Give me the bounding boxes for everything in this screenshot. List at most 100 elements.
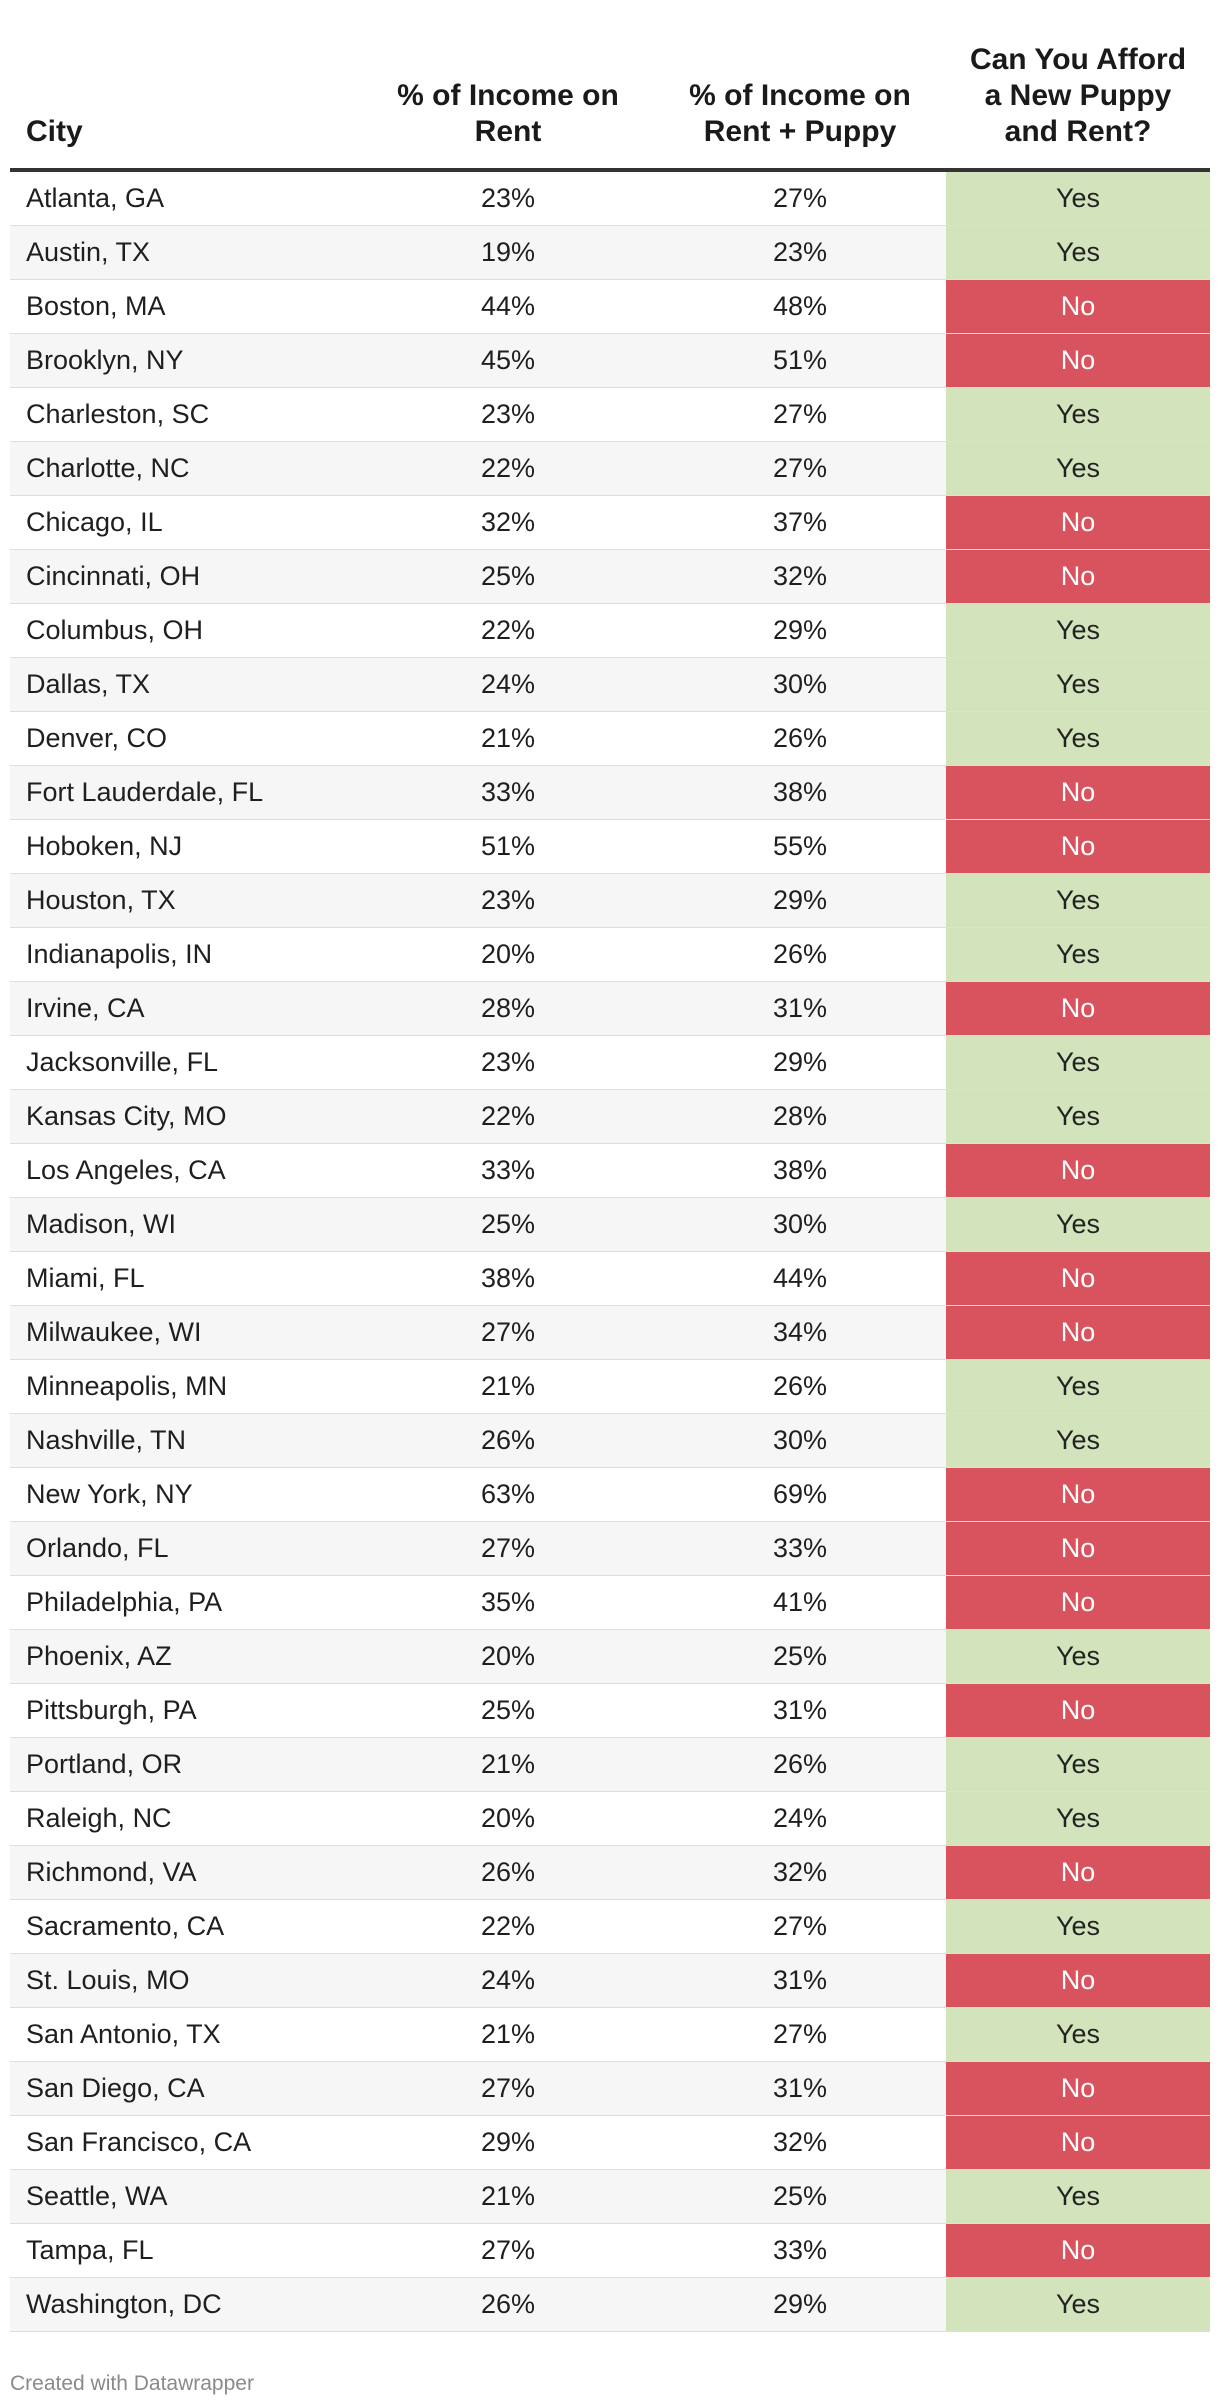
table-row: Minneapolis, MN 21% 26% Yes	[10, 1360, 1210, 1414]
city-cell: Seattle, WA	[26, 2181, 168, 2211]
rent-puppy-percent-cell: 26%	[772, 939, 828, 969]
rent-percent-cell: 26%	[480, 2289, 536, 2319]
header-rent-percent[interactable]: % of Income on Rent	[397, 79, 619, 148]
afford-cell: No	[946, 1252, 1210, 1305]
table-row: Jacksonville, FL 23% 29% Yes	[10, 1036, 1210, 1090]
afford-cell: No	[946, 766, 1210, 819]
rent-percent-cell: 51%	[480, 831, 536, 861]
rent-puppy-percent-cell: 30%	[772, 1209, 828, 1239]
afford-cell: Yes	[946, 1090, 1210, 1143]
table-row: San Francisco, CA 29% 32% No	[10, 2116, 1210, 2170]
table-body: Atlanta, GA 23% 27% Yes Austin, TX 19% 23% Yes B…	[10, 172, 1210, 2332]
afford-cell: Yes	[946, 1792, 1210, 1845]
table-row: Fort Lauderdale, FL 33% 38% No	[10, 766, 1210, 820]
table-row: Tampa, FL 27% 33% No	[10, 2224, 1210, 2278]
city-cell: Charleston, SC	[26, 399, 210, 429]
rent-percent-cell: 63%	[480, 1479, 536, 1509]
table-row: Washington, DC 26% 29% Yes	[10, 2278, 1210, 2332]
table-row: Atlanta, GA 23% 27% Yes	[10, 172, 1210, 226]
rent-percent-cell: 21%	[480, 1749, 536, 1779]
rent-percent-cell: 27%	[480, 1533, 536, 1563]
city-cell: Brooklyn, NY	[26, 345, 184, 375]
city-cell: Washington, DC	[26, 2289, 222, 2319]
city-cell: Philadelphia, PA	[26, 1587, 223, 1617]
rent-puppy-percent-cell: 34%	[772, 1317, 828, 1347]
afford-cell: No	[946, 1144, 1210, 1197]
rent-puppy-percent-cell: 31%	[772, 1695, 828, 1725]
city-cell: Richmond, VA	[26, 1857, 197, 1887]
table-row: Seattle, WA 21% 25% Yes	[10, 2170, 1210, 2224]
rent-percent-cell: 26%	[480, 1425, 536, 1455]
header-afford[interactable]: Can You Afford a New Puppy and Rent?	[969, 43, 1187, 148]
table-row: Phoenix, AZ 20% 25% Yes	[10, 1630, 1210, 1684]
afford-cell: No	[946, 2224, 1210, 2277]
table-row: New York, NY 63% 69% No	[10, 1468, 1210, 1522]
afford-cell: Yes	[946, 712, 1210, 765]
rent-puppy-percent-cell: 37%	[772, 507, 828, 537]
city-cell: Sacramento, CA	[26, 1911, 225, 1941]
rent-percent-cell: 21%	[480, 2019, 536, 2049]
rent-percent-cell: 27%	[480, 1317, 536, 1347]
table-row: Nashville, TN 26% 30% Yes	[10, 1414, 1210, 1468]
table-row: Brooklyn, NY 45% 51% No	[10, 334, 1210, 388]
header-city[interactable]: City	[26, 115, 83, 148]
city-cell: Columbus, OH	[26, 615, 204, 645]
afford-cell: Yes	[946, 388, 1210, 441]
rent-puppy-percent-cell: 28%	[772, 1101, 828, 1131]
rent-percent-cell: 23%	[480, 399, 536, 429]
city-cell: San Francisco, CA	[26, 2127, 252, 2157]
table-row: Austin, TX 19% 23% Yes	[10, 226, 1210, 280]
rent-percent-cell: 21%	[480, 2181, 536, 2211]
city-cell: Denver, CO	[26, 723, 168, 753]
table-row: Irvine, CA 28% 31% No	[10, 982, 1210, 1036]
city-cell: Orlando, FL	[26, 1533, 169, 1563]
rent-puppy-percent-cell: 27%	[772, 399, 828, 429]
header-rent-puppy-percent[interactable]: % of Income on Rent + Puppy	[689, 79, 911, 148]
city-cell: San Antonio, TX	[26, 2019, 221, 2049]
afford-cell: Yes	[946, 1738, 1210, 1791]
city-cell: Pittsburgh, PA	[26, 1695, 197, 1725]
rent-puppy-percent-cell: 38%	[772, 777, 828, 807]
afford-cell: No	[946, 1954, 1210, 2007]
city-cell: Los Angeles, CA	[26, 1155, 226, 1185]
rent-puppy-percent-cell: 51%	[772, 345, 828, 375]
table-row: Orlando, FL 27% 33% No	[10, 1522, 1210, 1576]
rent-puppy-percent-cell: 31%	[772, 2073, 828, 2103]
city-cell: Tampa, FL	[26, 2235, 154, 2265]
table-row: Portland, OR 21% 26% Yes	[10, 1738, 1210, 1792]
rent-percent-cell: 25%	[480, 1695, 536, 1725]
rent-puppy-percent-cell: 32%	[772, 561, 828, 591]
rent-puppy-percent-cell: 48%	[772, 291, 828, 321]
afford-cell: Yes	[946, 874, 1210, 927]
city-cell: Minneapolis, MN	[26, 1371, 228, 1401]
table-row: Madison, WI 25% 30% Yes	[10, 1198, 1210, 1252]
city-cell: Irvine, CA	[26, 993, 145, 1023]
rent-percent-cell: 32%	[480, 507, 536, 537]
afford-cell: No	[946, 1576, 1210, 1629]
city-cell: Dallas, TX	[26, 669, 151, 699]
table-row: Hoboken, NJ 51% 55% No	[10, 820, 1210, 874]
rent-puppy-percent-cell: 26%	[772, 1371, 828, 1401]
afford-cell: Yes	[946, 658, 1210, 711]
rent-percent-cell: 23%	[480, 885, 536, 915]
rent-puppy-percent-cell: 29%	[772, 1047, 828, 1077]
rent-puppy-percent-cell: 27%	[772, 1911, 828, 1941]
rent-puppy-percent-cell: 69%	[772, 1479, 828, 1509]
rent-percent-cell: 20%	[480, 1803, 536, 1833]
rent-puppy-percent-cell: 32%	[772, 2127, 828, 2157]
rent-puppy-percent-cell: 27%	[772, 453, 828, 483]
rent-puppy-percent-cell: 27%	[772, 183, 828, 213]
rent-percent-cell: 20%	[480, 939, 536, 969]
rent-puppy-percent-cell: 25%	[772, 2181, 828, 2211]
city-cell: Charlotte, NC	[26, 453, 190, 483]
table-row: Milwaukee, WI 27% 34% No	[10, 1306, 1210, 1360]
table-row: Charleston, SC 23% 27% Yes	[10, 388, 1210, 442]
rent-puppy-percent-cell: 26%	[772, 723, 828, 753]
afford-cell: No	[946, 820, 1210, 873]
rent-puppy-percent-cell: 44%	[772, 1263, 828, 1293]
table-row: Cincinnati, OH 25% 32% No	[10, 550, 1210, 604]
rent-puppy-percent-cell: 38%	[772, 1155, 828, 1185]
city-cell: Cincinnati, OH	[26, 561, 201, 591]
affordability-table: City % of Income on Rent % of Income on …	[10, 0, 1210, 2332]
rent-puppy-percent-cell: 30%	[772, 1425, 828, 1455]
